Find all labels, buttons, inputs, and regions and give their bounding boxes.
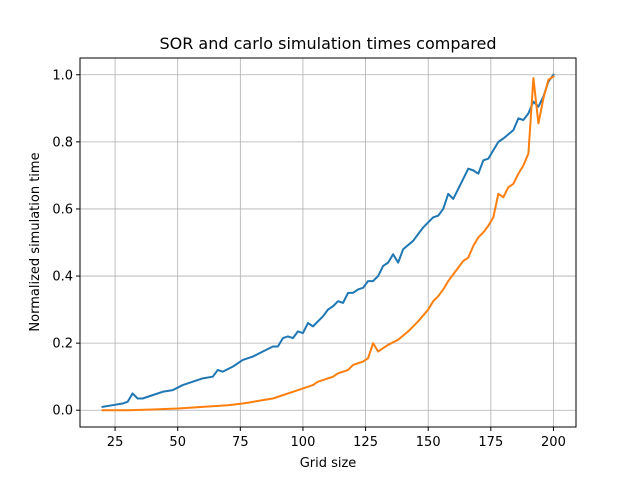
y-tick-label: 0.4	[52, 270, 73, 285]
plot-area	[80, 58, 576, 427]
series-group	[101, 73, 555, 412]
series-line-2	[101, 75, 555, 412]
x-tick-label: 200	[541, 435, 566, 450]
y-tick-label: 1.0	[52, 68, 73, 83]
x-tick-label: 50	[169, 435, 186, 450]
series-line-1	[101, 73, 555, 409]
x-axis-label: Grid size	[300, 456, 357, 471]
x-tick-label: 150	[416, 435, 441, 450]
grid	[80, 58, 576, 427]
y-axis-ticks: 0.0 0.2 0.4 0.6 0.8 1.0	[52, 68, 80, 419]
y-tick-label: 0.0	[52, 404, 73, 419]
x-tick-label: 125	[353, 435, 378, 450]
y-tick-label: 0.8	[52, 135, 73, 150]
chart-title: SOR and carlo simulation times compared	[159, 34, 496, 53]
x-axis-ticks: 25 50 75 100 125 150 175 200	[107, 427, 566, 450]
y-tick-label: 0.6	[52, 202, 73, 217]
x-tick-label: 100	[291, 435, 316, 450]
x-tick-label: 175	[478, 435, 503, 450]
y-tick-label: 0.2	[52, 337, 73, 352]
x-tick-label: 75	[232, 435, 249, 450]
x-tick-label: 25	[107, 435, 124, 450]
y-axis-label: Normalized simulation time	[28, 152, 43, 331]
plot-frame	[79, 57, 577, 428]
